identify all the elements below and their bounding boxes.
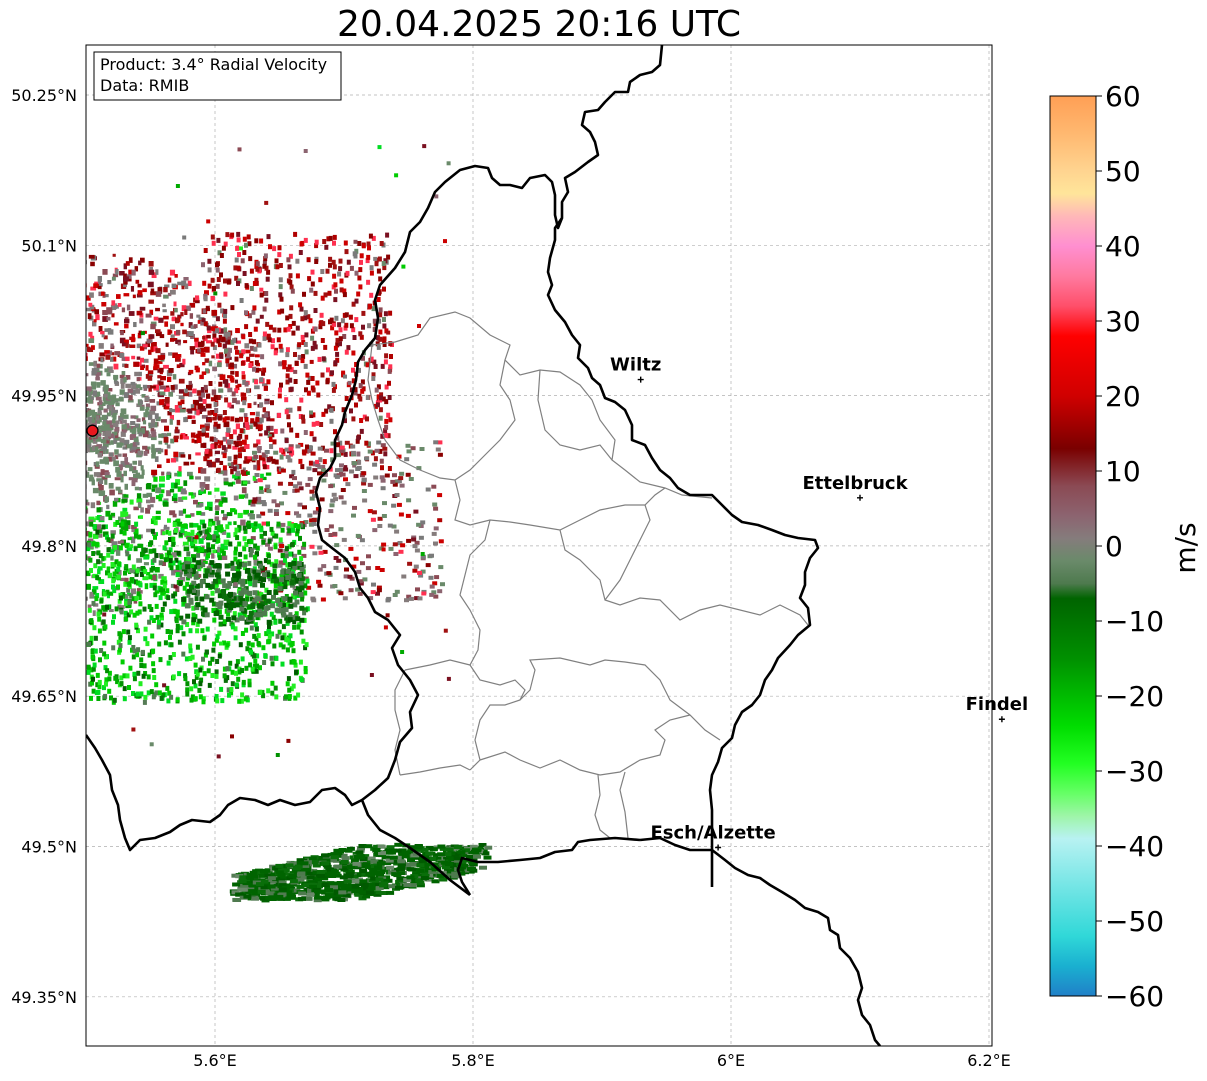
lat-tick-label: 49.8°N xyxy=(21,537,77,556)
district-boundary xyxy=(469,664,526,771)
colorbar-tick-label: −20 xyxy=(1105,680,1164,713)
city-name: Ettelbruck xyxy=(802,473,908,494)
country-borders xyxy=(86,45,881,1046)
longitude-ticks: 5.6°E5.8°E6°E6.2°E6.4°E6.6°E xyxy=(193,1051,1011,1070)
city-marker xyxy=(857,494,863,501)
country-border xyxy=(639,836,712,852)
lat-tick-label: 49.35°N xyxy=(11,988,77,1007)
district-boundary xyxy=(479,714,691,776)
colorbar-tick-label: −30 xyxy=(1105,755,1164,788)
district-boundary xyxy=(604,504,651,601)
colorbar-tick-label: 60 xyxy=(1105,80,1141,113)
lon-tick-label: 5.8°E xyxy=(451,1051,495,1070)
district-boundary xyxy=(399,764,471,776)
map-background xyxy=(86,45,992,1046)
colorbar-ticks: 60 50 40 30 20 10 0 −10 −20 −30 −40 −50 −60 xyxy=(1096,80,1164,1013)
colorbar-tick-label: −60 xyxy=(1105,980,1164,1013)
city-esch-alzette[interactable]: Esch/Alzette xyxy=(650,823,776,851)
colorbar-label: m/s xyxy=(1169,522,1202,573)
country-border xyxy=(546,45,820,887)
district-boundaries xyxy=(367,311,809,839)
colorbar-tick-label: 40 xyxy=(1105,230,1141,263)
lat-tick-label: 49.5°N xyxy=(21,838,77,857)
district-boundary xyxy=(537,369,613,461)
colorbar-tick-label: −40 xyxy=(1105,830,1164,863)
city-findel[interactable]: Findel xyxy=(966,694,1029,723)
colorbar-tick-label: 30 xyxy=(1105,305,1141,338)
radar-site-marker[interactable] xyxy=(86,424,99,437)
city-name: Esch/Alzette xyxy=(650,823,775,844)
colorbar-tick-label: 20 xyxy=(1105,380,1141,413)
colorbar-tick-label: 10 xyxy=(1105,455,1141,488)
info-data-source: Data: RMIB xyxy=(100,76,189,95)
map-frame xyxy=(85,44,993,1047)
lon-tick-label: 6°E xyxy=(717,1051,745,1070)
city-name: Findel xyxy=(966,694,1029,715)
country-border xyxy=(86,734,363,852)
info-product: Product: 3.4° Radial Velocity xyxy=(100,55,327,74)
colorbar-tick-label: −10 xyxy=(1105,605,1164,638)
lon-tick-label: 6.2°E xyxy=(967,1051,1011,1070)
city-labels: Wiltz Ettelbruck Findel Esch/Alzette xyxy=(610,355,1028,851)
colorbar-tick-label: −50 xyxy=(1105,905,1164,938)
lon-tick-label: 5.6°E xyxy=(193,1051,237,1070)
country-border xyxy=(456,836,641,896)
city-wiltz[interactable]: Wiltz xyxy=(610,355,661,383)
info-box: Product: 3.4° Radial Velocity Data: RMIB xyxy=(93,51,342,101)
city-marker xyxy=(998,716,1005,723)
colorbar: 60 50 40 30 20 10 0 −10 −20 −30 −40 −50 −60 m/s xyxy=(1049,80,1202,1013)
country-border xyxy=(314,164,564,897)
country-border xyxy=(711,848,881,1046)
lat-tick-label: 50.25°N xyxy=(11,86,77,105)
colorbar-scale xyxy=(1049,95,1097,997)
latitude-ticks: 50.25°N 50.1°N 49.95°N 49.8°N 49.65°N 49.5°N 4… xyxy=(11,86,77,1007)
city-marker xyxy=(637,376,644,383)
velocity-echoes xyxy=(86,144,493,903)
district-boundary xyxy=(559,529,809,626)
colorbar-tick-label: 0 xyxy=(1105,530,1123,563)
district-boundary xyxy=(454,479,666,531)
lat-tick-label: 49.65°N xyxy=(11,687,77,706)
district-boundary xyxy=(519,657,721,741)
map-panel[interactable]: Wiltz Ettelbruck Findel Esch/Alzette xyxy=(0,44,1207,1047)
city-marker xyxy=(715,844,722,851)
district-boundary xyxy=(594,774,611,839)
map-title: 20.04.2025 20:16 UTC xyxy=(336,4,742,45)
district-boundary xyxy=(367,344,516,481)
district-boundary xyxy=(619,771,629,839)
city-ettelbruck[interactable]: Ettelbruck xyxy=(802,473,909,501)
district-boundary xyxy=(371,311,713,499)
lat-tick-label: 50.1°N xyxy=(21,236,77,255)
district-boundary xyxy=(404,519,491,671)
lat-tick-label: 49.95°N xyxy=(11,387,77,406)
colorbar-tick-label: 50 xyxy=(1105,155,1141,188)
city-name: Wiltz xyxy=(610,355,661,376)
